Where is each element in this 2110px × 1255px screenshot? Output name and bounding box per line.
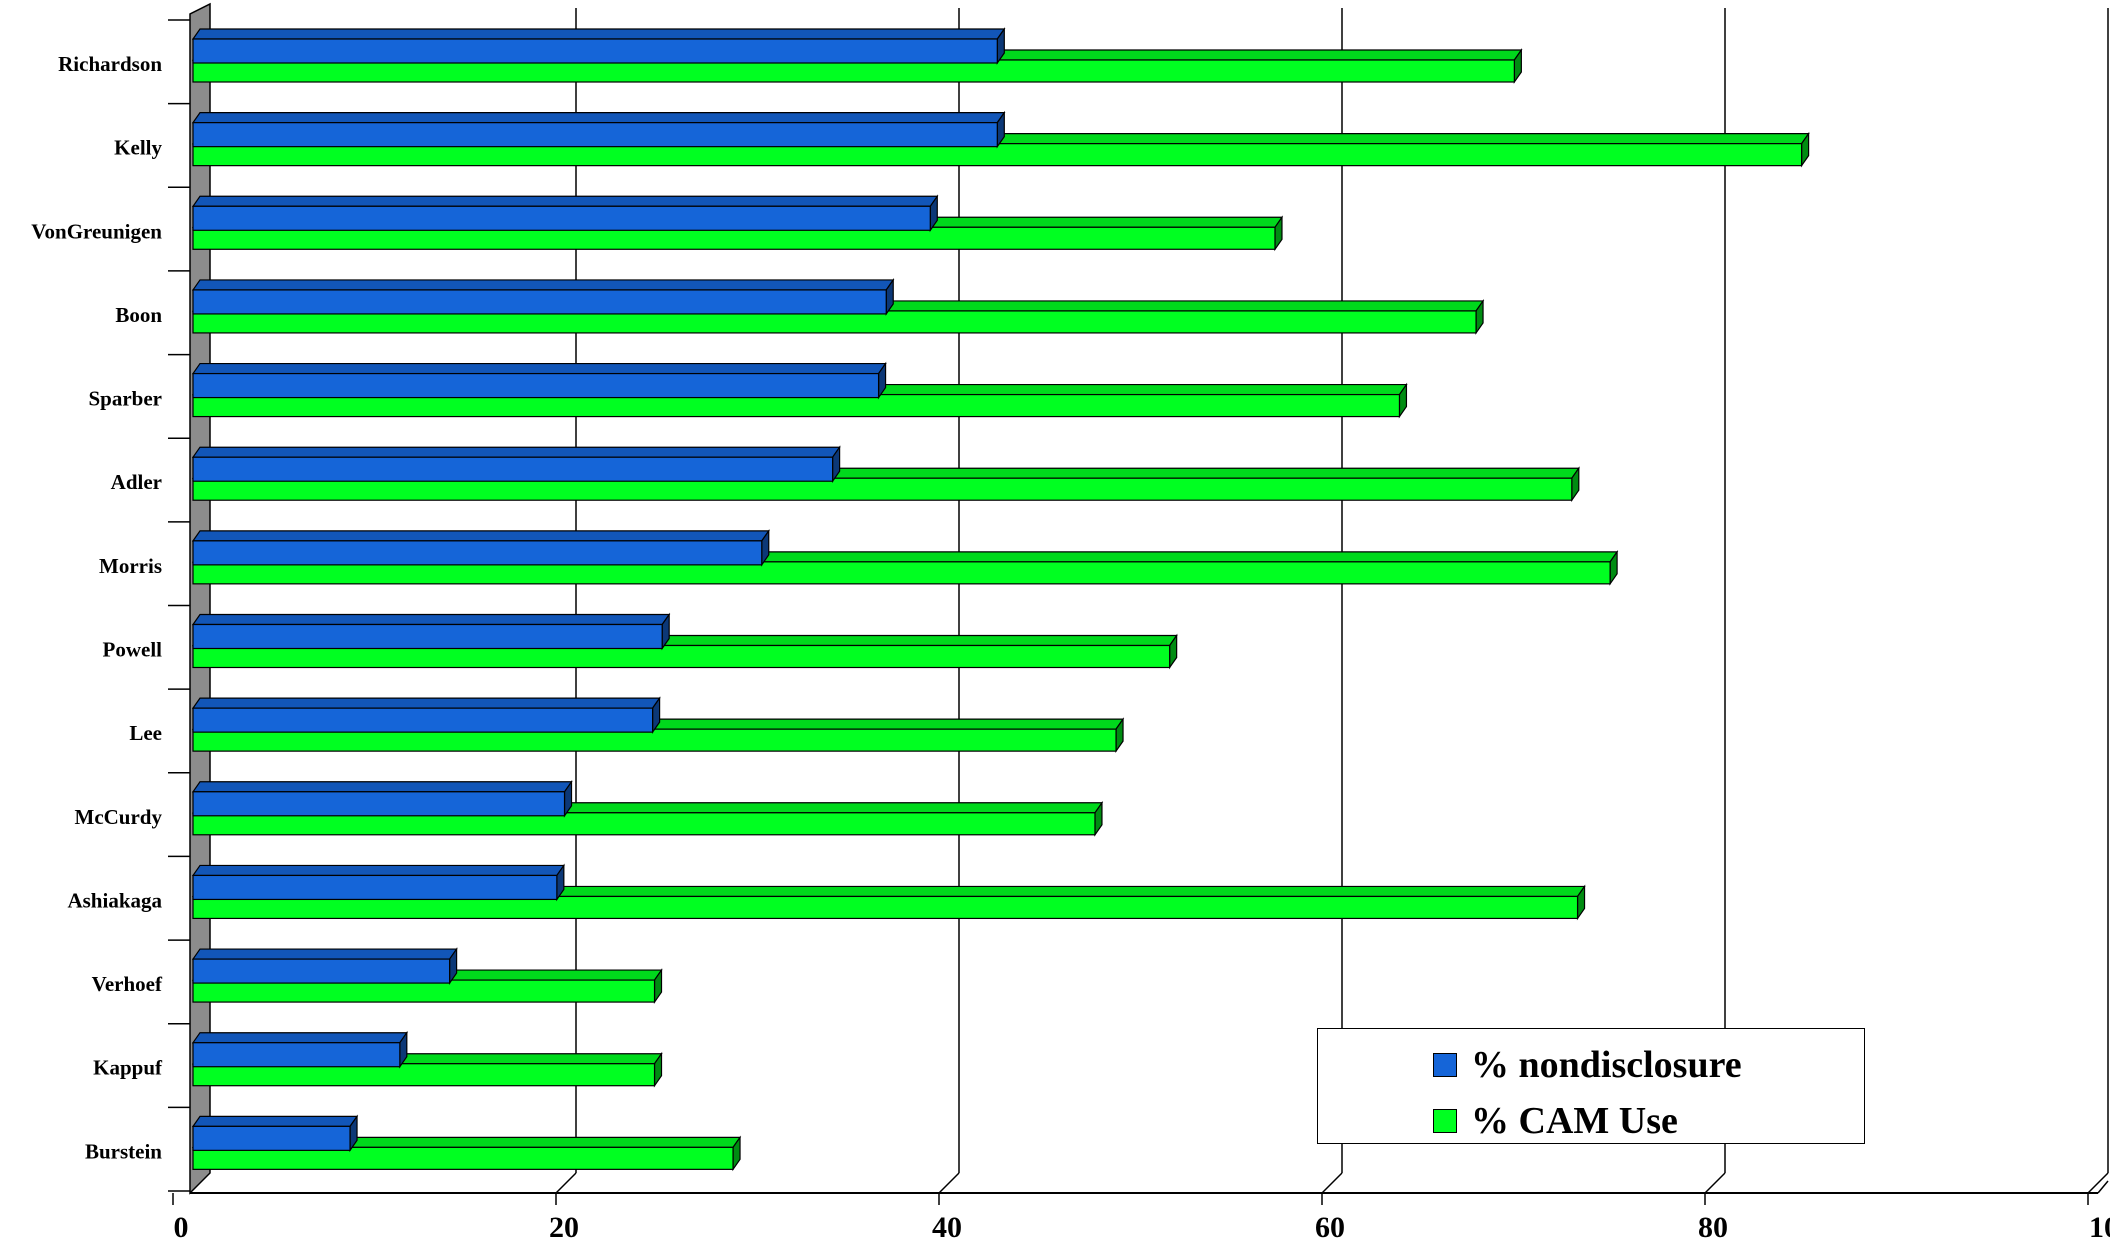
bar-nondisclosure-kappuf-top [191, 1032, 408, 1044]
bar-nondisclosure-burstein-top [191, 1115, 359, 1127]
legend-swatch-cam-use [1433, 1109, 1457, 1133]
category-label-vongreunigen: VonGreunigen [31, 219, 162, 243]
x-tick-label-60: 60 [1315, 1211, 1345, 1244]
bar-nondisclosure-verhoef-top [191, 948, 458, 960]
bar-nondisclosure-ashiakaga [192, 874, 558, 901]
category-label-morris: Morris [99, 554, 162, 578]
gridline-floor-60 [1321, 1172, 1343, 1194]
bar-nondisclosure-powell-top [191, 613, 671, 626]
bar-nondisclosure-verhoef [192, 958, 451, 984]
gridline-floor-100 [2087, 1172, 2109, 1194]
bar-nondisclosure-richardson [192, 38, 998, 64]
bar-nondisclosure-vongreunigen [192, 205, 931, 231]
bar-nondisclosure-boon-top [191, 279, 895, 291]
bar-nondisclosure-richardson-top [191, 28, 1006, 40]
bar-nondisclosure-sparber-top [191, 362, 887, 375]
category-label-ashiakaga: Ashiakaga [67, 888, 162, 912]
bar-nondisclosure-lee [192, 707, 654, 733]
bar-nondisclosure-morris-top [191, 530, 770, 542]
x-tick-label-20: 20 [549, 1211, 579, 1244]
gridline-floor-80 [1704, 1172, 1726, 1194]
bar-nondisclosure-burstein [192, 1125, 351, 1151]
x-tick-label-80: 80 [1698, 1211, 1728, 1244]
category-label-lee: Lee [129, 721, 162, 745]
x-tick-label-0: 0 [174, 1211, 189, 1244]
chart-wall [189, 2, 211, 1195]
category-label-richardson: Richardson [58, 52, 162, 76]
bar-cam-use-mccurdy [192, 812, 1096, 836]
bar-nondisclosure-adler [192, 456, 834, 482]
category-label-kelly: Kelly [114, 136, 162, 160]
category-label-powell: Powell [103, 638, 163, 662]
legend-item-cam-use: % CAM Use [1433, 1099, 1678, 1143]
category-label-verhoef: Verhoef [92, 972, 163, 996]
bar-nondisclosure-kelly [192, 122, 998, 148]
bar-nondisclosure-mccurdy [192, 791, 566, 817]
bar-cam-use-burstein [192, 1146, 734, 1170]
category-label-burstein: Burstein [85, 1139, 162, 1163]
category-label-boon: Boon [115, 303, 162, 327]
x-tick-label-100: 10 [2089, 1211, 2110, 1244]
bar-nondisclosure-kappuf [192, 1042, 401, 1068]
bar-nondisclosure-lee-top [191, 697, 661, 709]
legend-swatch-nondisclosure [1433, 1053, 1457, 1077]
x-tick-label-40: 40 [932, 1211, 962, 1244]
bar-cam-use-powell [192, 644, 1171, 669]
bar-nondisclosure-boon [192, 289, 887, 315]
category-label-kappuf: Kappuf [93, 1056, 163, 1080]
bar-cam-use-ashiakaga [192, 895, 1579, 920]
x-axis-end [2097, 1180, 2109, 1194]
bar-cam-use-kappuf [192, 1063, 656, 1087]
bar-nondisclosure-mccurdy-top [191, 781, 573, 793]
bar-nondisclosure-ashiakaga-top [191, 864, 566, 877]
bar-nondisclosure-kelly-top [191, 112, 1006, 124]
legend: % nondisclosure % CAM Use [1317, 1028, 1865, 1144]
bar-nondisclosure-adler-top [191, 446, 841, 458]
bar-cam-use-adler [192, 477, 1573, 501]
category-label-sparber: Sparber [89, 387, 163, 411]
legend-label-cam-use: % CAM Use [1471, 1100, 1678, 1142]
gridline-floor-40 [938, 1172, 960, 1194]
bar-cam-use-morris [192, 561, 1611, 585]
legend-label-nondisclosure: % nondisclosure [1471, 1044, 1742, 1086]
category-label-adler: Adler [111, 470, 162, 494]
gridline-floor-20 [555, 1172, 577, 1194]
bar-nondisclosure-morris [192, 540, 763, 566]
category-label-mccurdy: McCurdy [75, 805, 163, 829]
legend-item-nondisclosure: % nondisclosure [1433, 1043, 1742, 1087]
bar-nondisclosure-vongreunigen-top [191, 195, 939, 207]
bar-nondisclosure-powell [192, 623, 663, 650]
bar-nondisclosure-sparber [192, 372, 880, 399]
